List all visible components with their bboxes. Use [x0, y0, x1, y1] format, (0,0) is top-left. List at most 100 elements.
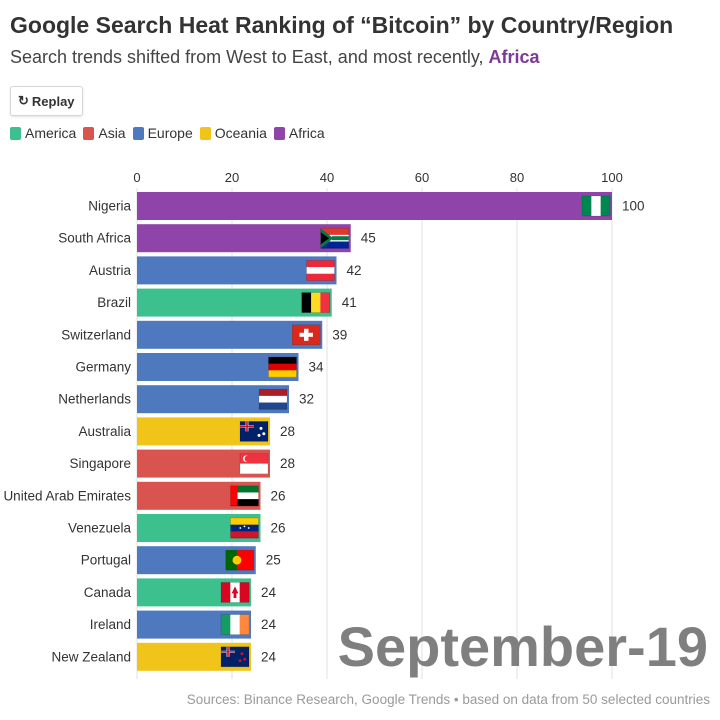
legend-label: Europe [147, 125, 193, 141]
category-label: Netherlands [58, 392, 131, 407]
flag-part [244, 455, 251, 462]
flag-part [238, 659, 242, 663]
flag-part [220, 614, 250, 635]
subtitle-text: Search trends shifted from West to East,… [10, 47, 489, 67]
legend-swatch [199, 126, 211, 140]
flag-part [247, 527, 250, 529]
legend-label: America [25, 125, 77, 141]
flag-part [243, 525, 246, 528]
legend-item-asia[interactable]: Asia [83, 125, 126, 141]
legend-item-america[interactable]: America [10, 125, 76, 141]
flag-part [230, 531, 259, 539]
value-label: 26 [271, 488, 286, 503]
legend-item-oceania[interactable]: Oceania [199, 125, 267, 141]
flag-part [230, 524, 259, 532]
flag-icon [230, 485, 259, 507]
flag-part [259, 402, 287, 410]
legend-swatch [273, 126, 285, 140]
category-label: United Arab Emirates [3, 488, 131, 503]
flag-icon [239, 421, 269, 442]
legend: America Asia Europe Oceania Africa [10, 125, 332, 141]
flag-icon [268, 356, 297, 378]
flag-part [225, 550, 237, 571]
value-label: 42 [347, 263, 362, 278]
flag-part [268, 370, 297, 378]
legend-label: Asia [98, 125, 126, 141]
legend-item-europe[interactable]: Europe [132, 125, 193, 141]
value-label: 26 [271, 521, 286, 536]
value-label: 28 [280, 424, 295, 439]
flag-part [239, 614, 250, 635]
flag-part [259, 389, 287, 397]
flag-part [268, 357, 297, 364]
flag-part [230, 485, 238, 506]
flag-part [311, 292, 321, 313]
flag-part [220, 582, 250, 603]
flag-part [320, 228, 349, 236]
flag-part [246, 421, 248, 432]
flag-part [301, 292, 312, 313]
value-label: 41 [342, 295, 357, 310]
flag-part [221, 582, 231, 603]
flag-part [581, 195, 611, 217]
flag-part [240, 652, 244, 656]
flag-part [227, 646, 229, 657]
flag-part [306, 260, 335, 268]
x-tick-label: 80 [510, 170, 524, 185]
flag-part [306, 267, 335, 275]
flag-part [331, 236, 349, 241]
flag-icon [220, 646, 250, 668]
flag-part [220, 646, 250, 668]
flag-part [259, 395, 287, 403]
flag-icon [320, 227, 350, 249]
flag-part [230, 485, 259, 493]
chart-subtitle: Search trends shifted from West to East,… [10, 47, 540, 68]
x-tick-label: 20 [225, 170, 239, 185]
flag-part [243, 657, 247, 661]
flag-icon [306, 260, 335, 281]
bar [137, 288, 332, 317]
value-label: 24 [261, 617, 277, 632]
replay-icon: ↻ [18, 93, 29, 108]
flag-part [230, 499, 259, 507]
bar-chart: 0 20 40 60 80 100 Nigeria 100 South Africa 45 Aust… [3, 170, 645, 679]
flag-part [591, 196, 601, 216]
category-label: South Africa [58, 231, 131, 246]
bar [137, 256, 337, 285]
flag-part [230, 518, 259, 525]
flag-part [257, 433, 261, 437]
x-tick-label: 100 [601, 170, 623, 185]
value-label: 34 [309, 360, 325, 375]
flag-part [230, 485, 259, 507]
replay-button[interactable]: ↻ Replay [10, 86, 83, 116]
flag-part [291, 324, 321, 346]
flag-icon [220, 614, 250, 635]
value-label: 25 [266, 553, 281, 568]
flag-part [240, 421, 268, 442]
flag-part [306, 273, 335, 281]
category-label: Brazil [97, 295, 131, 310]
flag-part [239, 527, 242, 529]
flag-part [230, 492, 259, 500]
flag-icon [301, 292, 331, 313]
flag-icon [225, 549, 255, 571]
legend-item-africa[interactable]: Africa [273, 125, 325, 141]
legend-swatch [132, 126, 144, 140]
flag-part [232, 555, 242, 565]
value-label: 32 [299, 392, 314, 407]
flag-part [240, 453, 268, 464]
category-label: New Zealand [51, 649, 131, 664]
flag-icon [220, 582, 250, 603]
flag-part [236, 550, 254, 571]
bar [137, 224, 351, 253]
category-label: Portugal [81, 553, 131, 568]
flag-icon [258, 388, 288, 410]
flag-part [240, 463, 268, 474]
x-tick-label: 40 [320, 170, 334, 185]
category-label: Switzerland [61, 327, 131, 342]
flag-part [239, 421, 269, 442]
flag-part [221, 646, 249, 667]
date-watermark: September-19 [337, 615, 708, 678]
flag-part [221, 614, 231, 635]
flag-part [258, 388, 288, 410]
